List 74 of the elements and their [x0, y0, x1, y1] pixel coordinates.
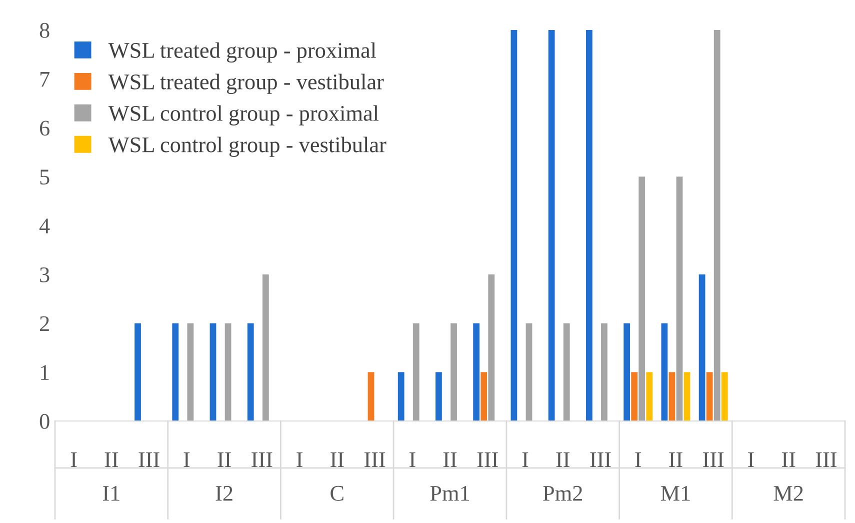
bar	[172, 323, 179, 421]
x-tick-label: III	[252, 452, 272, 467]
bar	[480, 372, 488, 421]
bar	[473, 323, 480, 421]
bar	[450, 323, 457, 421]
x-tick-label: I	[748, 452, 754, 467]
x-tick-label: I	[184, 452, 190, 467]
y-tick-label: 4	[39, 218, 50, 234]
bar	[224, 323, 232, 421]
bar	[721, 372, 728, 421]
y-tick-label: 0	[40, 414, 50, 429]
bar	[601, 323, 608, 421]
x-tick-label: III	[590, 452, 611, 467]
x-tick-label: I	[522, 452, 528, 467]
bar	[210, 323, 216, 421]
bar	[586, 30, 592, 421]
x-tick-label: II	[443, 452, 457, 467]
text: M2	[774, 486, 803, 501]
bar	[563, 323, 570, 421]
bar	[488, 274, 495, 421]
bar	[187, 323, 194, 421]
x-tick-label: II	[104, 452, 118, 467]
bar	[247, 323, 254, 421]
x-tick-label: I	[635, 452, 642, 467]
y-tick-label: 5	[40, 170, 50, 185]
bar	[262, 274, 269, 421]
bar	[684, 372, 690, 421]
x-tick-label: III	[816, 452, 837, 467]
legend-label: WSL treated group - vestibular	[108, 74, 384, 94]
bar	[676, 176, 683, 421]
legend-label: WSL control group - proximal	[108, 105, 379, 126]
bar	[398, 372, 404, 421]
x-tick-label: I	[70, 452, 77, 467]
y-tick-label: 8	[40, 22, 50, 38]
x-tick-label: II	[556, 452, 570, 467]
legend-label: WSL treated group - proximal	[108, 42, 376, 63]
bar	[436, 372, 442, 421]
text: I1	[102, 486, 120, 501]
bar	[368, 372, 374, 421]
bar	[134, 323, 141, 421]
text: M1	[660, 486, 690, 501]
bar	[698, 274, 706, 421]
bar	[714, 30, 720, 421]
text: Pm2	[543, 486, 582, 501]
bar	[631, 372, 638, 421]
text: I2	[216, 486, 232, 501]
bar	[668, 372, 676, 421]
bar	[624, 323, 630, 421]
bar	[526, 323, 532, 421]
y-tick-label: 1	[40, 365, 49, 380]
x-tick-label: III	[703, 452, 724, 467]
x-tick-label: I	[409, 452, 416, 467]
y-tick-label: 7	[40, 72, 50, 87]
text: Pm1	[430, 486, 470, 501]
x-tick-label: III	[138, 452, 160, 467]
x-tick-label: I	[296, 452, 302, 467]
bar	[646, 372, 653, 421]
bar	[706, 372, 713, 421]
bar	[548, 30, 555, 421]
bar	[661, 323, 668, 421]
x-tick-label: II	[330, 452, 344, 467]
x-tick-label: III	[364, 452, 386, 467]
text: C	[330, 486, 344, 501]
x-tick-label: II	[669, 452, 682, 467]
legend-label: WSL control group - vestibular	[108, 136, 386, 157]
x-tick-label: III	[477, 452, 498, 467]
y-tick-label: 6	[40, 120, 50, 136]
y-tick-label: 3	[40, 267, 50, 282]
x-tick-label: II	[782, 452, 796, 467]
x-tick-label: II	[218, 452, 231, 467]
y-tick-label: 2	[40, 316, 49, 331]
bar	[510, 30, 518, 421]
bar	[412, 323, 420, 421]
bar	[638, 176, 646, 421]
